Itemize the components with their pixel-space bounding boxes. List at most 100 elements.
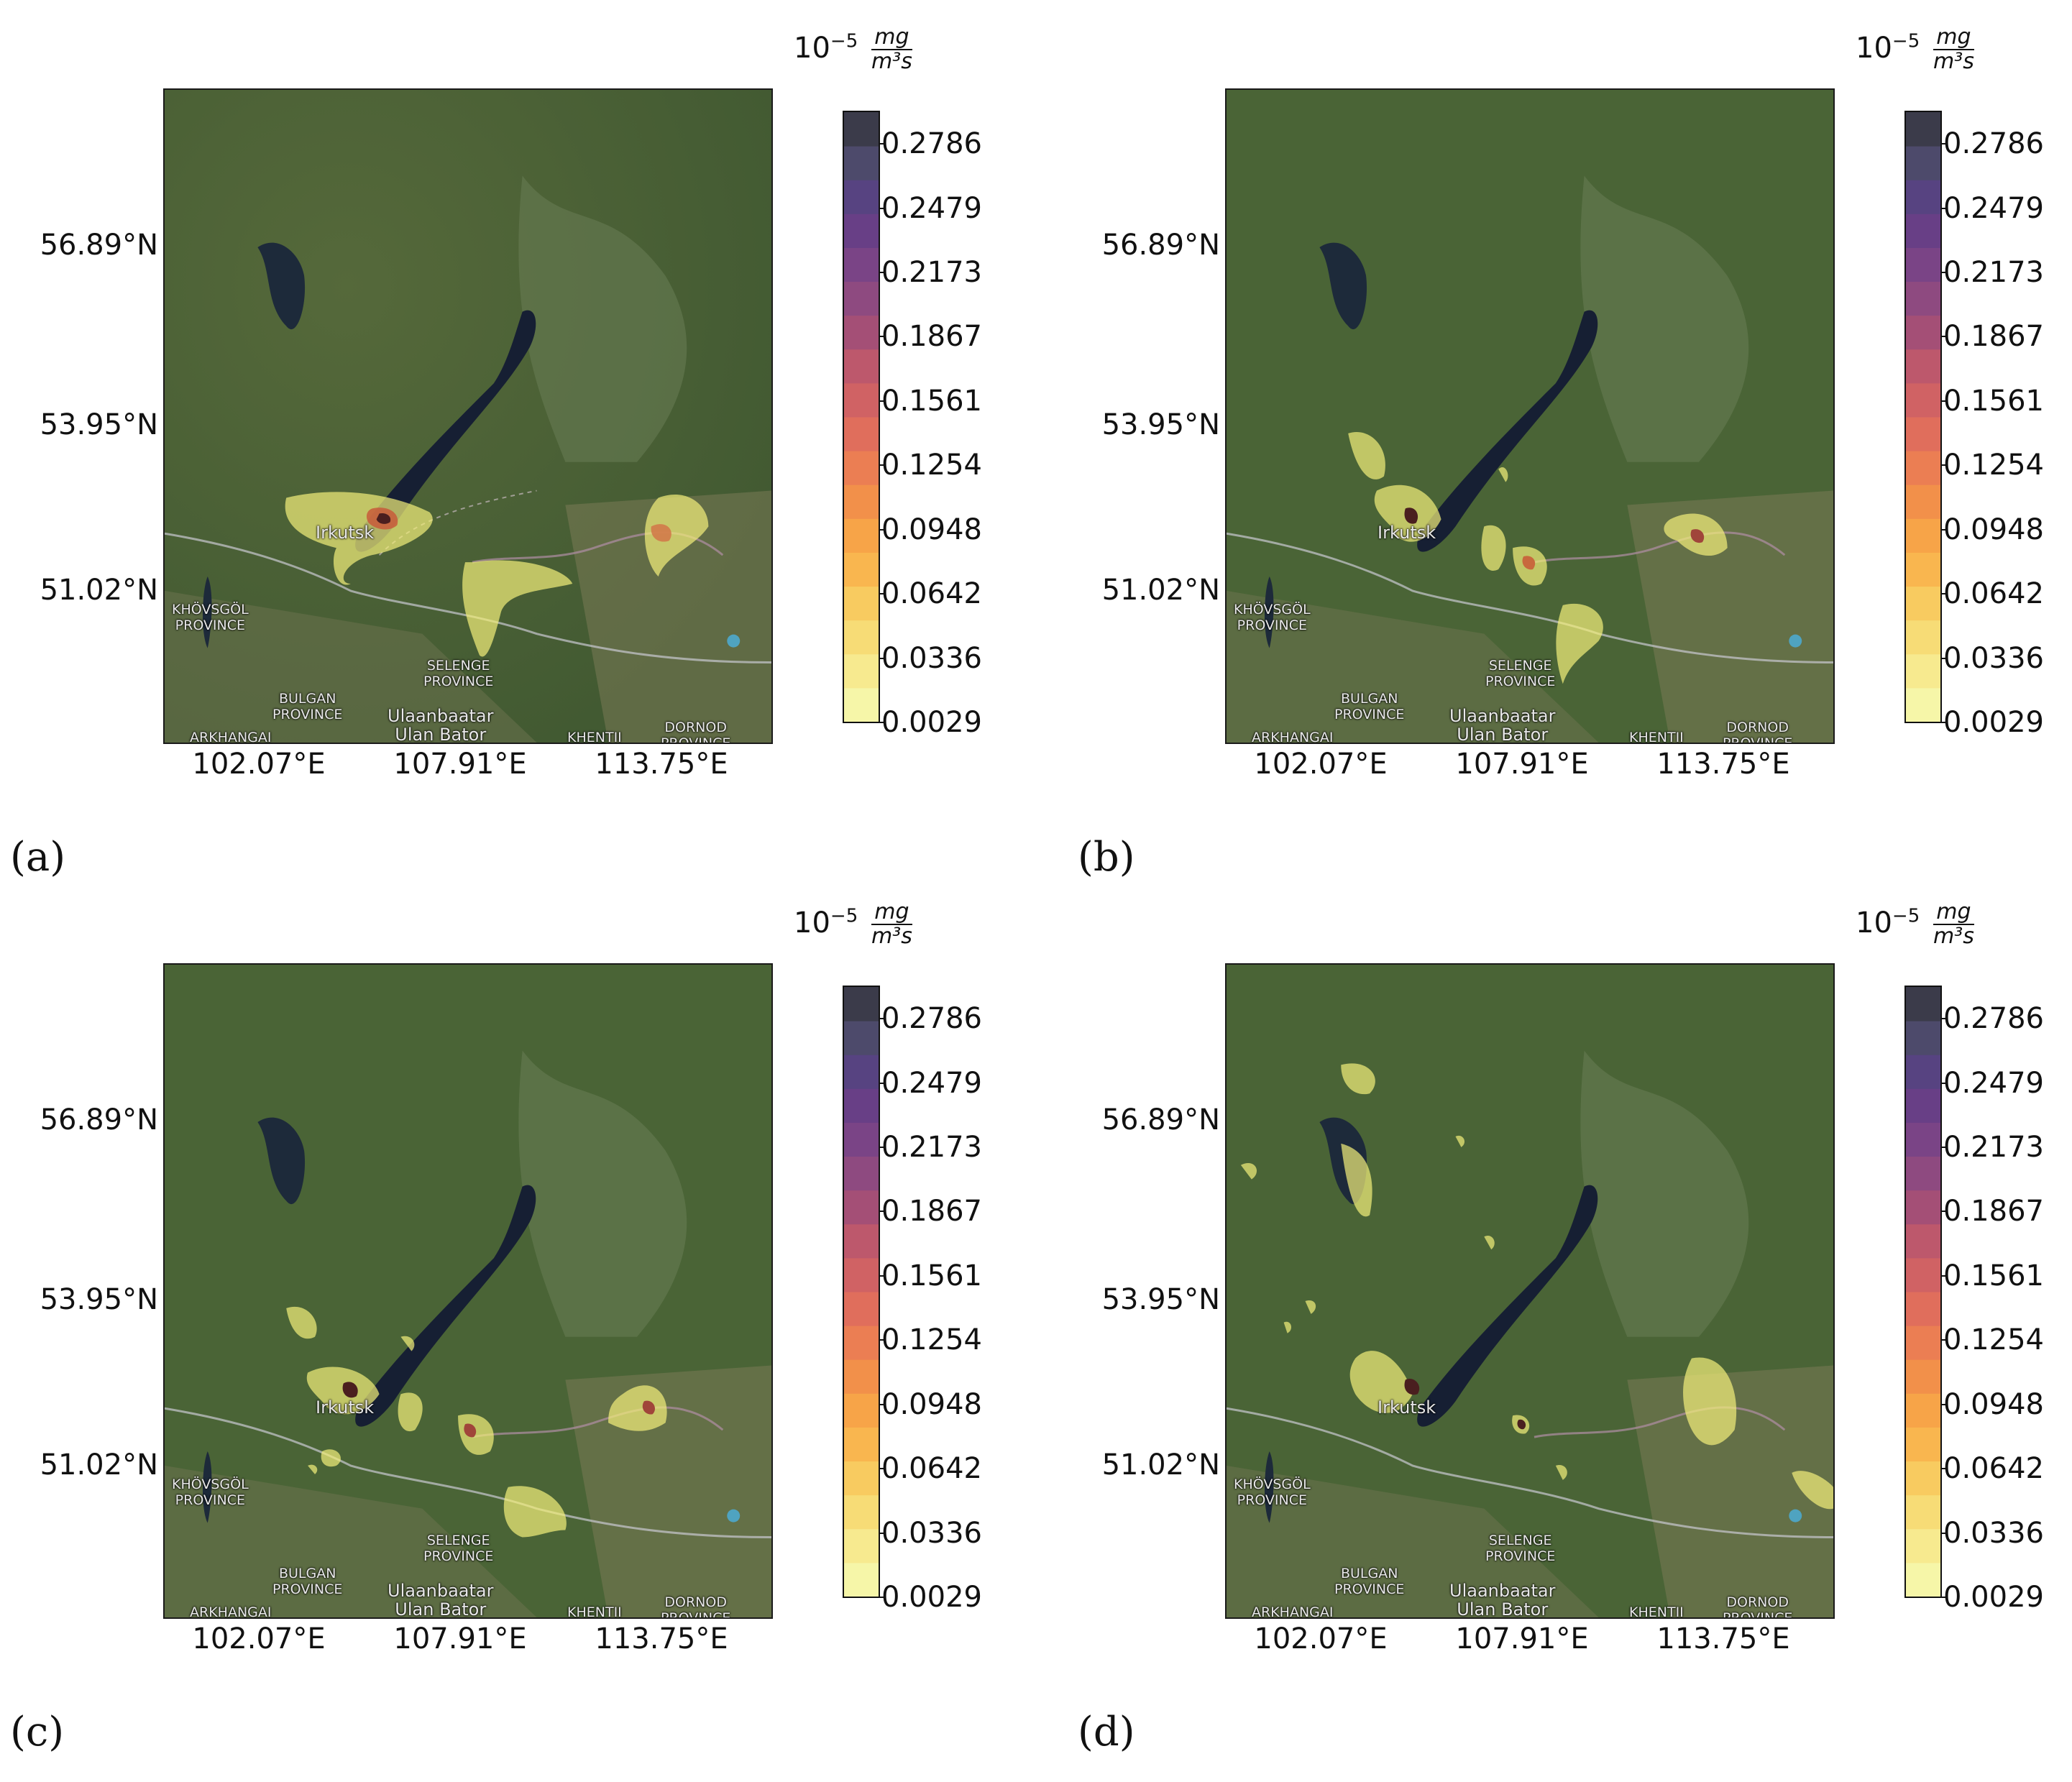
colorbar-tick: 0.0642 [879, 577, 982, 610]
x-tick-1: 102.07°E [1254, 748, 1388, 781]
colorbar-band [1906, 417, 1940, 451]
colorbar-band [1906, 1122, 1940, 1157]
x-tick-2: 107.91°E [1455, 1622, 1589, 1655]
colorbar-band [1906, 552, 1940, 587]
colorbar-tick: 0.0948 [879, 513, 982, 546]
colorbar-band [844, 653, 879, 689]
colorbar-band [1906, 1088, 1940, 1123]
colorbar-tick: 0.1254 [879, 1323, 982, 1356]
colorbar-unit: 10−5 mg m³s [794, 24, 912, 74]
colorbar-band [1906, 1359, 1940, 1394]
colorbar-band [1906, 1393, 1940, 1428]
colorbar-band [844, 1427, 879, 1462]
colorbar-tick: 0.1561 [1940, 385, 2044, 418]
y-tick-2: 53.95°N [40, 1283, 158, 1316]
y-tick-2: 53.95°N [1101, 1283, 1220, 1316]
colorbar-tick: 0.2479 [879, 192, 982, 225]
panel-label: (b) [1078, 834, 1135, 881]
x-tick-3: 113.75°E [1656, 748, 1790, 781]
satellite-map: Irkutsk KHÖVSGÖL PROVINCE SELENGE PROVIN… [1225, 88, 1835, 744]
colorbar-tick: 0.1867 [1940, 320, 2044, 353]
colorbar-tick: 0.1867 [1940, 1195, 2044, 1228]
colorbar-tick: 0.1254 [1940, 1323, 2044, 1356]
colorbar-band [844, 1021, 879, 1055]
colorbar-tick: 0.1561 [879, 1259, 982, 1292]
colorbar-tick: 0.0642 [879, 1452, 982, 1485]
label-ulaanbaatar: Ulaanbaatar Ulan Bator [388, 1581, 494, 1619]
colorbar-band [844, 213, 879, 248]
y-tick-1: 56.89°N [40, 229, 158, 262]
colorbar-tick: 0.2173 [1940, 1131, 2044, 1164]
colorbar-tick: 0.1254 [1940, 449, 2044, 482]
colorbar-tick: 0.1867 [879, 320, 982, 353]
colorbar-tick: 0.0029 [879, 1581, 982, 1614]
colorbar-band [1906, 1190, 1940, 1225]
colorbar-band [1906, 451, 1940, 485]
colorbar-tick: 0.2786 [1940, 127, 2044, 160]
colorbar-band [1906, 281, 1940, 316]
colorbar-band [844, 1156, 879, 1191]
colorbar-band [844, 417, 879, 451]
label-arkhangai: ARKHANGAI [190, 1604, 272, 1619]
colorbar-band [1906, 1562, 1940, 1597]
colorbar-band [1906, 1427, 1940, 1462]
colorbar-tick: 0.2786 [1940, 1002, 2044, 1035]
label-selenge: SELENGE PROVINCE [423, 658, 494, 689]
colorbar-band [1906, 653, 1940, 689]
colorbar-band [844, 281, 879, 316]
colorbar-band [844, 1292, 879, 1326]
colorbar-band [1906, 1326, 1940, 1360]
colorbar-band [844, 1562, 879, 1597]
label-bulgan: BULGAN PROVINCE [272, 691, 343, 722]
colorbar-tick: 0.2786 [879, 127, 982, 160]
colorbar-band [1906, 1292, 1940, 1326]
colorbar-band [844, 1326, 879, 1360]
colorbar-unit: 10−5 mg m³s [794, 899, 912, 949]
label-ulaanbaatar: Ulaanbaatar Ulan Bator [388, 706, 494, 744]
label-irkutsk: Irkutsk [1377, 1397, 1436, 1418]
colorbar-band [1906, 1223, 1940, 1259]
satellite-map: Irkutsk KHÖVSGÖL PROVINCE SELENGE PROVIN… [1225, 963, 1835, 1619]
panel-c: Irkutsk KHÖVSGÖL PROVINCE SELENGE PROVIN… [0, 875, 1036, 1756]
y-tick-1: 56.89°N [1101, 229, 1220, 262]
colorbar-tick: 0.2479 [879, 1067, 982, 1100]
colorbar-band [844, 1088, 879, 1123]
label-irkutsk: Irkutsk [316, 523, 375, 543]
map-graphic [165, 90, 771, 743]
label-arkhangai: ARKHANGAI [1252, 730, 1334, 744]
contour-overlay [1240, 1063, 1833, 1510]
colorbar-band [1906, 247, 1940, 283]
colorbar-band [1906, 1055, 1940, 1089]
colorbar-band [1906, 349, 1940, 384]
colorbar-band [1906, 1461, 1940, 1496]
colorbar-band [1906, 1528, 1940, 1563]
colorbar-tick: 0.0948 [1940, 1388, 2044, 1421]
panel-label: (a) [10, 834, 66, 881]
colorbar-tick: 0.0029 [1940, 706, 2044, 739]
colorbar [843, 111, 880, 723]
colorbar-band [844, 451, 879, 485]
colorbar [843, 986, 880, 1598]
colorbar-tick: 0.0336 [879, 642, 982, 675]
y-tick-2: 53.95°N [1101, 408, 1220, 441]
label-khentii: KHENTII [567, 730, 622, 744]
colorbar-band [1906, 112, 1940, 147]
colorbar-band [844, 247, 879, 283]
x-tick-1: 102.07°E [192, 1622, 326, 1655]
colorbar-band [844, 484, 879, 519]
colorbar-band [844, 1461, 879, 1496]
y-tick-1: 56.89°N [1101, 1103, 1220, 1136]
colorbar-tick: 0.2479 [1940, 192, 2044, 225]
label-khovsgol: KHÖVSGÖL PROVINCE [172, 602, 249, 633]
colorbar-band [844, 1122, 879, 1157]
label-arkhangai: ARKHANGAI [1252, 1604, 1334, 1619]
colorbar-band [1906, 586, 1940, 621]
colorbar-band [1906, 1257, 1940, 1292]
x-tick-3: 113.75°E [595, 1622, 728, 1655]
label-ulaanbaatar: Ulaanbaatar Ulan Bator [1449, 1581, 1556, 1619]
colorbar-band [844, 1393, 879, 1428]
label-irkutsk: Irkutsk [1377, 523, 1436, 543]
x-tick-2: 107.91°E [393, 748, 527, 781]
colorbar-band [844, 687, 879, 722]
colorbar-band [1906, 213, 1940, 248]
